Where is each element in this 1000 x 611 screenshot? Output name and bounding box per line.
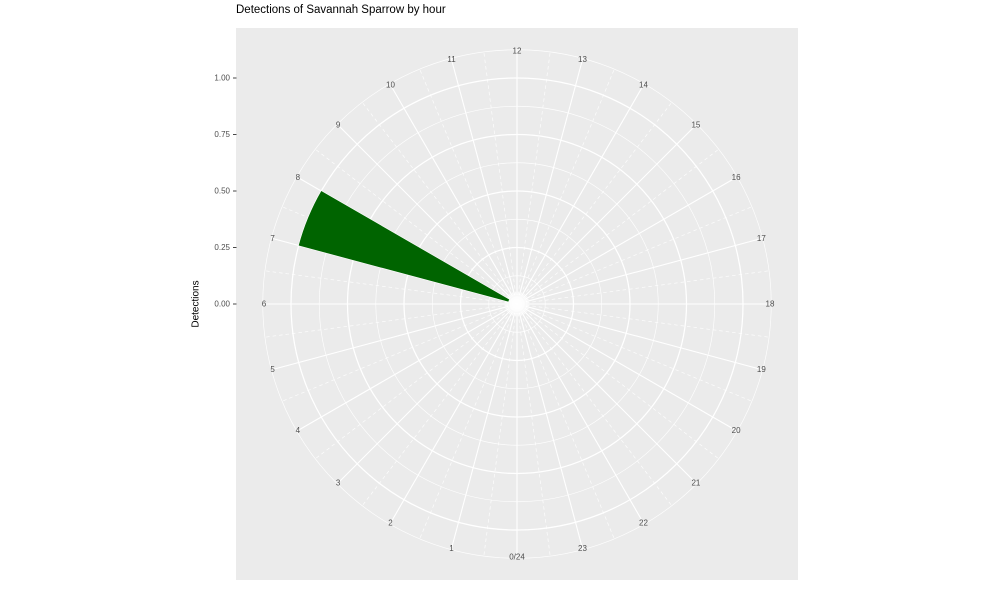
radial-axis: 0.00 0.25 0.50 0.75 1.00 [214,74,237,309]
r-tick-label: 0.50 [214,187,230,196]
grid-spoke-hour [389,83,513,297]
grid-spoke-half-hour [520,312,615,539]
grid-spoke-hour [337,309,512,484]
grid-spoke-half-hour [522,102,672,298]
grid-spoke-hour [525,237,763,303]
grid-spoke-hour [525,305,763,371]
grid-spoke-half-hour [525,307,752,402]
grid-spoke-half-hour [483,52,517,296]
r-tick-label: 0.25 [214,243,230,252]
hour-label-3: 3 [336,478,341,487]
grid-lines [262,49,772,559]
hour-label-6: 6 [262,300,267,309]
hour-label-1: 1 [449,544,454,553]
r-tick-label: 0.00 [214,300,230,309]
hour-label-15: 15 [691,121,700,130]
hour-label-14: 14 [639,80,648,89]
y-axis-title: Detections [190,280,202,328]
grid-spoke-half-hour [419,312,514,539]
grid-spoke-half-hour [362,102,512,298]
detection-bar-hour-7 [298,191,510,302]
hour-label-7: 7 [270,234,275,243]
hour-label-8: 8 [296,173,301,182]
grid-spoke-half-hour [522,310,672,506]
grid-spoke-half-hour [362,310,512,506]
hour-label-9: 9 [336,121,341,130]
grid-spoke-hour [522,124,697,299]
grid-spoke-half-hour [525,304,769,338]
grid-spoke-half-hour [483,312,517,556]
hour-label-4: 4 [296,426,301,435]
grid-spoke-hour [521,83,645,297]
grid-spoke-half-hour [517,52,551,296]
hour-label-10: 10 [386,80,395,89]
r-tick-label: 0.75 [214,130,230,139]
hour-label-19: 19 [757,365,766,374]
grid-spoke-half-hour [520,69,615,296]
grid-spoke-hour [337,124,512,299]
bar-series [298,191,510,302]
grid-spoke-hour [518,58,584,296]
hour-axis-labels: 0/24123456789101112131415161718192021222… [262,47,775,562]
grid-spoke-hour [522,309,697,484]
hour-label-5: 5 [270,365,275,374]
grid-spoke-half-hour [523,149,719,299]
hour-label-22: 22 [639,519,648,528]
grid-spoke-half-hour [265,304,509,338]
grid-spoke-half-hour [517,312,551,556]
grid-spoke-half-hour [525,270,769,304]
grid-ring-minor [262,49,772,559]
center-starburst-glow [504,291,530,317]
hour-label-0: 0/24 [509,553,525,562]
hour-label-17: 17 [757,234,766,243]
hour-label-23: 23 [578,544,587,553]
grid-spoke-half-hour [525,206,752,301]
hour-label-20: 20 [732,426,741,435]
hour-label-16: 16 [732,173,741,182]
center-glow [504,291,530,317]
grid-spoke-half-hour [315,149,511,299]
hour-label-13: 13 [578,55,587,64]
grid-spoke-hour [389,311,513,525]
grid-spoke-half-hour [282,307,509,402]
grid-spoke-hour [450,312,516,550]
grid-spoke-hour [271,305,509,371]
grid-spoke-hour [521,311,645,525]
grid-spoke-hour [518,312,584,550]
grid-spoke-hour [296,308,510,432]
chart-title: Detections of Savannah Sparrow by hour [236,4,446,16]
grid-spoke-hour [450,58,516,296]
hour-label-11: 11 [447,55,456,64]
hour-label-21: 21 [691,478,700,487]
grid-spoke-half-hour [419,69,514,296]
grid-spoke-half-hour [523,309,719,459]
grid-spoke-half-hour [315,309,511,459]
r-tick-label: 1.00 [214,74,230,83]
hour-label-12: 12 [513,47,522,56]
grid-spoke-hour [524,308,738,432]
grid-spoke-hour [524,176,738,300]
hour-label-2: 2 [388,519,393,528]
hour-label-18: 18 [766,300,775,309]
grid-spoke-half-hour [265,270,509,304]
